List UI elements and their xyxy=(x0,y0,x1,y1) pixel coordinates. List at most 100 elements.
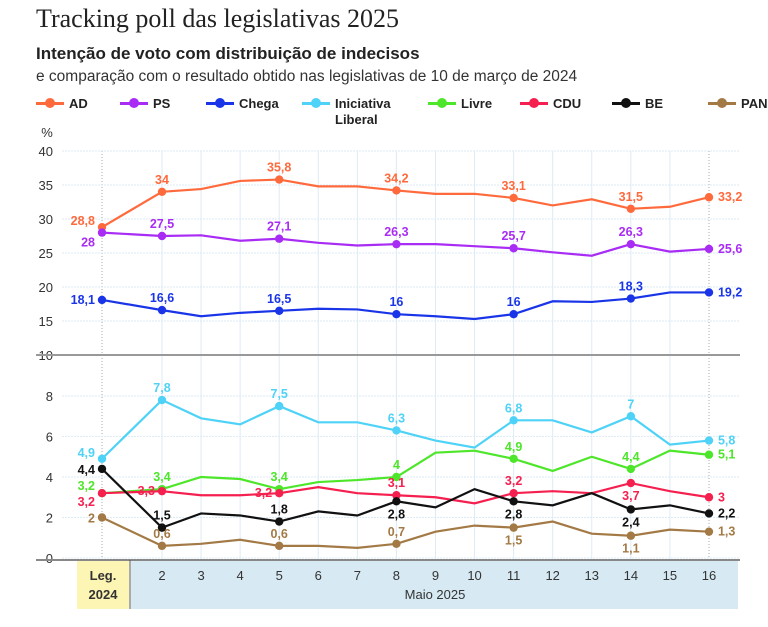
x-tick-label: 11 xyxy=(507,568,521,583)
y-tick-label: 8 xyxy=(46,389,53,404)
series-cdu: 3,2 3,3 3,2 3,1 3,2 3,7 3 xyxy=(78,474,725,509)
data-point xyxy=(626,294,636,303)
data-point xyxy=(275,517,284,526)
data-point xyxy=(509,489,518,498)
data-label: 4,9 xyxy=(505,440,522,454)
data-label: 6,3 xyxy=(388,411,405,425)
data-point xyxy=(275,175,284,184)
data-label: 7,8 xyxy=(153,381,170,395)
data-label: 4,4 xyxy=(622,450,639,464)
data-point xyxy=(704,244,714,254)
data-point xyxy=(392,310,401,319)
legend-item-pan: PAN xyxy=(708,96,768,112)
data-label: 1,5 xyxy=(153,509,170,523)
y-axis-unit: % xyxy=(41,125,53,140)
data-label: 6,8 xyxy=(505,401,522,415)
data-label: 26,3 xyxy=(384,225,408,239)
data-label: 3,2 xyxy=(78,495,95,509)
data-point xyxy=(157,395,167,405)
month-band xyxy=(131,561,738,609)
data-label: 26,3 xyxy=(619,225,643,239)
data-point xyxy=(392,497,401,506)
data-point xyxy=(97,489,107,498)
data-label: 16 xyxy=(507,295,521,309)
y-tick-label: 4 xyxy=(46,470,53,485)
data-point xyxy=(157,541,167,551)
data-label: 18,1 xyxy=(71,293,95,307)
data-point xyxy=(275,234,284,243)
data-point xyxy=(626,464,636,474)
data-point xyxy=(704,509,714,518)
data-label: 3,7 xyxy=(622,489,639,503)
data-point xyxy=(97,228,107,237)
legend-label: AD xyxy=(69,96,88,111)
data-label: 7 xyxy=(627,397,634,411)
data-label: 4,9 xyxy=(78,446,95,460)
data-point xyxy=(157,486,167,496)
data-point xyxy=(626,505,636,514)
data-label: 5,8 xyxy=(718,434,735,448)
series-line xyxy=(101,178,710,229)
y-tick-label: 15 xyxy=(39,314,53,329)
data-label: 1,8 xyxy=(271,503,288,517)
data-label: 0,6 xyxy=(271,527,288,541)
data-label: 2,8 xyxy=(505,507,522,521)
x-tick-label: 4 xyxy=(237,568,244,583)
legend-marker-icon xyxy=(708,96,736,110)
data-point xyxy=(509,310,518,319)
data-label: 4 xyxy=(393,458,400,472)
data-point xyxy=(704,193,714,202)
x-tick-label: 2 xyxy=(158,568,165,583)
legend-item-livre: Livre xyxy=(428,96,531,112)
x-tick-label: 6 xyxy=(315,568,322,583)
data-label: 3,4 xyxy=(271,470,288,484)
data-point xyxy=(157,187,167,196)
data-point xyxy=(626,478,636,488)
y-tick-label: 30 xyxy=(39,212,53,227)
data-label: 2,2 xyxy=(718,506,735,520)
legend-marker-icon xyxy=(120,96,148,110)
data-label: 0,6 xyxy=(153,527,170,541)
data-label: 31,5 xyxy=(619,190,643,204)
data-label: 3,3 xyxy=(138,484,155,498)
legend-marker-icon xyxy=(206,96,234,110)
data-point xyxy=(509,416,518,425)
data-label: 1,1 xyxy=(622,542,639,556)
x-tick-label: 15 xyxy=(663,568,677,583)
data-point xyxy=(157,231,167,241)
data-label: 27,1 xyxy=(267,220,291,234)
data-label: 18,3 xyxy=(619,280,643,294)
data-point xyxy=(509,193,518,203)
data-point xyxy=(392,239,401,249)
x-tick-label: 13 xyxy=(585,568,599,583)
data-label: 2 xyxy=(88,512,95,526)
legend-label: PS xyxy=(153,96,171,111)
data-label: 2,8 xyxy=(388,507,405,521)
data-label: 33,2 xyxy=(718,190,742,204)
data-label: 2,4 xyxy=(622,515,639,529)
data-label: 3,2 xyxy=(505,474,522,488)
data-label: 3,2 xyxy=(255,486,272,500)
x-tick-label: 12 xyxy=(545,568,559,583)
data-point xyxy=(704,450,714,459)
legend-item-ad: AD xyxy=(36,96,139,112)
data-label: 27,5 xyxy=(150,217,174,231)
data-point xyxy=(392,426,401,435)
data-label: 4,4 xyxy=(78,463,95,477)
data-point xyxy=(392,491,401,500)
legend-marker-icon xyxy=(612,96,640,110)
series-line xyxy=(101,516,710,549)
data-label: 3 xyxy=(718,490,725,504)
legend-item-ps: PS xyxy=(120,96,223,112)
data-label: 16,6 xyxy=(150,291,174,305)
data-point xyxy=(626,204,636,213)
legend-marker-icon xyxy=(520,96,548,110)
y-tick-label: 35 xyxy=(39,178,53,193)
data-label: 34,2 xyxy=(384,171,408,185)
data-point xyxy=(704,493,714,502)
series-line xyxy=(101,449,710,495)
data-point xyxy=(509,523,518,532)
data-point xyxy=(626,239,636,249)
data-point xyxy=(392,539,401,549)
